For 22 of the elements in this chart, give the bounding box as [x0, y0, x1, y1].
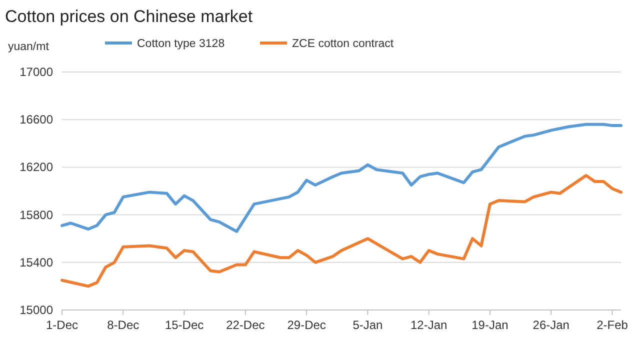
- x-tick-label: 29-Dec: [287, 318, 326, 332]
- y-tick-label: 16600: [20, 112, 54, 127]
- x-tick-label: 22-Dec: [226, 318, 265, 332]
- line-series: [60, 174, 622, 288]
- chart-title: Cotton prices on Chinese market: [5, 7, 253, 26]
- x-tick-label: 19-Jan: [472, 318, 508, 332]
- y-tick-label: 15000: [20, 303, 54, 317]
- y-tick-label: 15400: [20, 255, 54, 270]
- x-tick-label: 12-Jan: [410, 318, 448, 332]
- x-tick-label: 5-Jan: [352, 318, 383, 332]
- y-tick-label: 17000: [20, 65, 54, 79]
- y-tick-label: 16200: [20, 160, 54, 174]
- line-series: [60, 122, 622, 233]
- x-tick-label: 1-Dec: [46, 318, 78, 332]
- legend-label: Cotton type 3128: [137, 38, 225, 50]
- x-tick-label: 26-Jan: [532, 318, 570, 332]
- legend-label: ZCE cotton contract: [292, 38, 394, 50]
- y-tick-label: 15800: [20, 208, 54, 222]
- y-axis-title: yuan/mt: [8, 41, 50, 53]
- x-tick-label: 15-Dec: [164, 318, 204, 332]
- x-tick-label: 8-Dec: [107, 318, 140, 332]
- x-tick-label: 2-Feb: [596, 318, 628, 332]
